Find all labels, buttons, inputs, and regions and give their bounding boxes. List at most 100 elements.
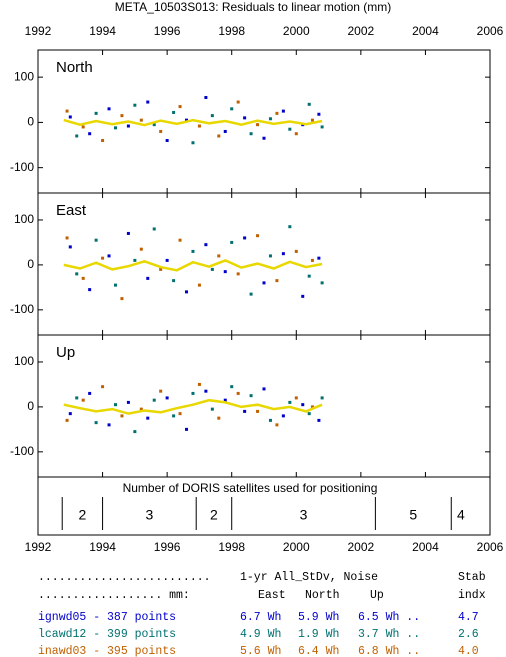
row-label: lcawd12 - 399 points (38, 628, 176, 641)
data-point (243, 236, 247, 240)
y-tick-label: 100 (14, 69, 34, 83)
data-point (307, 274, 311, 278)
data-point (152, 398, 156, 402)
data-point (262, 281, 266, 285)
data-point (268, 418, 272, 422)
data-point (217, 134, 221, 138)
data-point (288, 400, 292, 404)
data-point (120, 297, 124, 301)
satellite-count: 4 (457, 507, 465, 523)
table-header: .................. mm: (38, 589, 190, 602)
x-tick-label: 2000 (283, 24, 310, 38)
table-header: indx (458, 589, 486, 602)
panel-label: North (56, 59, 93, 76)
data-point (139, 247, 143, 251)
data-point (217, 254, 221, 258)
x-tick-label: 2000 (283, 540, 310, 554)
table-header: Stab (458, 571, 486, 584)
x-tick-label: 2002 (348, 540, 375, 554)
data-point (159, 129, 163, 133)
data-point (320, 396, 324, 400)
data-point (185, 290, 189, 294)
row-cell: 6.4 Wh (298, 645, 339, 657)
row-cell: 6.5 Wh .. (358, 611, 420, 624)
data-point (75, 396, 79, 400)
satellite-count: 2 (78, 507, 86, 523)
data-point (243, 116, 247, 120)
data-point (249, 394, 253, 398)
data-point (249, 132, 253, 136)
data-point (310, 258, 314, 262)
chart-title: META_10503S013: Residuals to linear moti… (115, 0, 392, 14)
data-point (223, 270, 227, 274)
data-point (101, 385, 105, 389)
row-cell: 4.7 (458, 611, 479, 624)
data-point (88, 132, 92, 136)
data-point (113, 403, 117, 407)
satellite-count: 5 (409, 507, 417, 523)
data-point (94, 421, 98, 425)
data-point (236, 100, 240, 104)
data-point (107, 254, 111, 258)
data-point (120, 414, 124, 418)
satellite-count: 3 (300, 507, 308, 523)
data-point (152, 123, 156, 127)
y-tick-label: 0 (27, 257, 34, 271)
data-point (288, 127, 292, 131)
data-point (88, 288, 92, 292)
data-point (191, 249, 195, 253)
x-tick-label: 2006 (477, 24, 504, 38)
x-tick-label: 2002 (348, 24, 375, 38)
panel-label: Up (56, 344, 75, 361)
data-point (197, 382, 201, 386)
data-point (178, 105, 182, 109)
data-point (159, 389, 163, 393)
x-tick-label: 1996 (154, 540, 181, 554)
data-point (223, 129, 227, 133)
y-tick-label: 100 (14, 212, 34, 226)
data-point (81, 398, 85, 402)
y-tick-label: -100 (10, 160, 34, 174)
data-point (317, 418, 321, 422)
data-point (243, 409, 247, 413)
data-point (294, 249, 298, 253)
data-point (275, 111, 279, 115)
data-point (94, 111, 98, 115)
data-point (230, 385, 234, 389)
data-point (256, 123, 260, 127)
data-point (262, 387, 266, 391)
y-tick-label: 0 (27, 399, 34, 413)
row-cell: 2.6 (458, 628, 479, 641)
table-header: North (305, 589, 340, 602)
y-tick-label: 0 (27, 115, 34, 129)
data-point (310, 405, 314, 409)
data-point (178, 412, 182, 416)
table-header: East (258, 589, 286, 602)
data-point (133, 430, 137, 434)
trend-line (63, 259, 323, 272)
data-point (236, 391, 240, 395)
data-point (294, 132, 298, 136)
data-point (281, 414, 285, 418)
data-point (178, 238, 182, 242)
data-point (317, 112, 321, 116)
data-point (210, 267, 214, 271)
data-point (165, 139, 169, 143)
data-point (197, 283, 201, 287)
data-point (126, 231, 130, 235)
data-point (113, 126, 117, 130)
data-point (301, 403, 305, 407)
data-point (75, 272, 79, 276)
data-point (310, 118, 314, 122)
data-point (191, 391, 195, 395)
row-cell: 6.7 Wh (240, 611, 281, 624)
data-point (185, 427, 189, 431)
data-point (210, 114, 214, 118)
data-point (139, 118, 143, 122)
data-point (88, 391, 92, 395)
data-point (268, 117, 272, 121)
data-point (191, 141, 195, 145)
row-label: inawd03 - 395 points (38, 645, 176, 657)
data-point (210, 407, 214, 411)
data-point (94, 238, 98, 242)
